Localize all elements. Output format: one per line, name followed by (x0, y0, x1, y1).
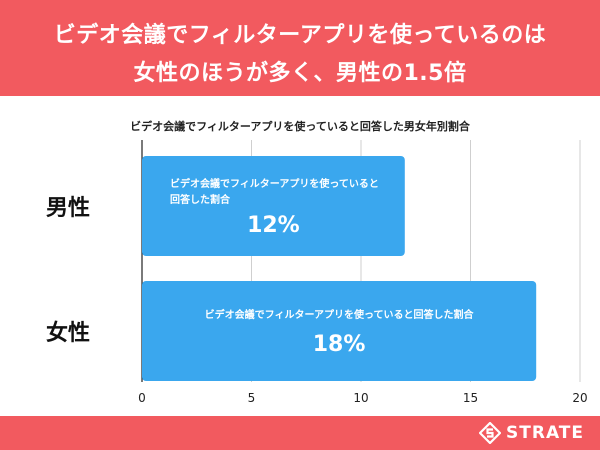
x-tick-label: 15 (463, 391, 478, 405)
header-banner: ビデオ会議でフィルターアプリを使っているのは 女性のほうが多く、男性の1.5倍 (0, 0, 600, 96)
footer-banner: STRATE (0, 416, 600, 450)
x-tick-label: 5 (248, 391, 256, 405)
x-tick-label: 20 (572, 391, 587, 405)
x-tick-label: 0 (138, 391, 146, 405)
bar-series-label: 回答した割合 (170, 193, 231, 206)
header-title-line-2: 女性のほうが多く、男性の1.5倍 (133, 61, 467, 86)
category-label: 女性 (46, 320, 90, 346)
bar (142, 156, 405, 256)
chart-title: ビデオ会議でフィルターアプリを使っていると回答した男女年別割合 (130, 120, 470, 133)
bar (142, 281, 537, 381)
header-title-line-1: ビデオ会議でフィルターアプリを使っているのは (53, 23, 547, 48)
strate-logo: STRATE (479, 421, 584, 445)
logo-text: STRATE (506, 423, 584, 443)
strate-logo-icon (479, 422, 502, 444)
bar-value-label: 12% (247, 213, 300, 238)
bar-series-label: ビデオ会議でフィルターアプリを使っていると (170, 177, 379, 190)
bar-value-label: 18% (313, 332, 366, 357)
category-label: 男性 (46, 196, 90, 221)
bar-series-label: ビデオ会議でフィルターアプリを使っていると回答した割合 (205, 308, 475, 321)
x-tick-label: 10 (353, 391, 368, 405)
